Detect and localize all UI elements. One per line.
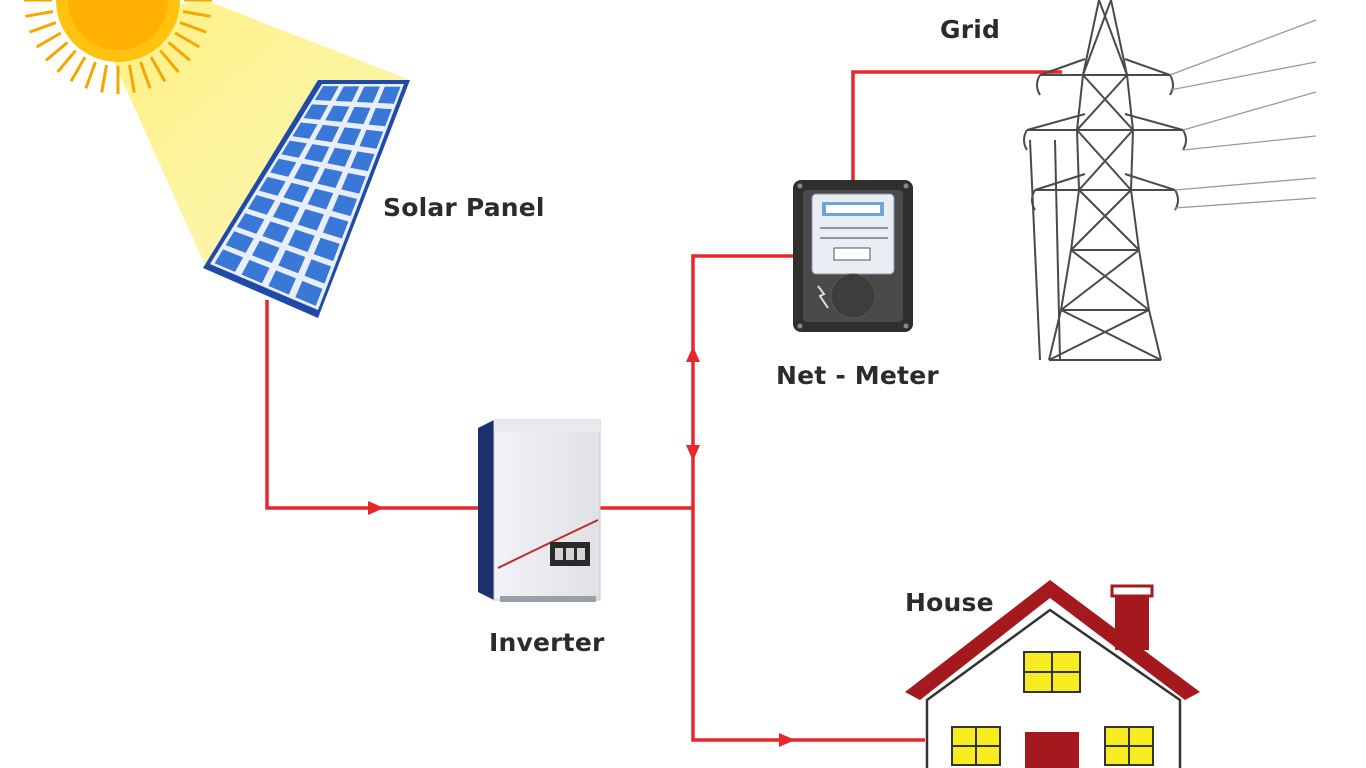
wire-junction-to-house: [691, 508, 925, 742]
house-label: House: [905, 588, 994, 617]
arrow-right-house: [779, 733, 795, 747]
wire-meter-to-grid: [851, 70, 1062, 180]
wire-panel-to-inverter: [265, 300, 478, 510]
net-meter-icon: [793, 180, 913, 332]
sun-icon: [24, 0, 212, 94]
transmission-tower-icon: [1023, 0, 1317, 361]
flow-arrows: [368, 346, 795, 747]
grid-label: Grid: [940, 15, 1001, 44]
arrow-down-import: [686, 445, 700, 461]
house-icon: [905, 580, 1200, 768]
wiring: [265, 70, 1062, 742]
inverter-icon: [478, 419, 601, 602]
wire-junction-to-meter: [691, 254, 793, 508]
solar-panel-icon: [203, 80, 410, 318]
solar-panel-label: Solar Panel: [383, 193, 545, 222]
net-meter-label: Net - Meter: [776, 361, 939, 390]
arrow-up-export: [686, 346, 700, 362]
inverter-label: Inverter: [489, 628, 605, 657]
arrow-right-panel: [368, 501, 384, 515]
